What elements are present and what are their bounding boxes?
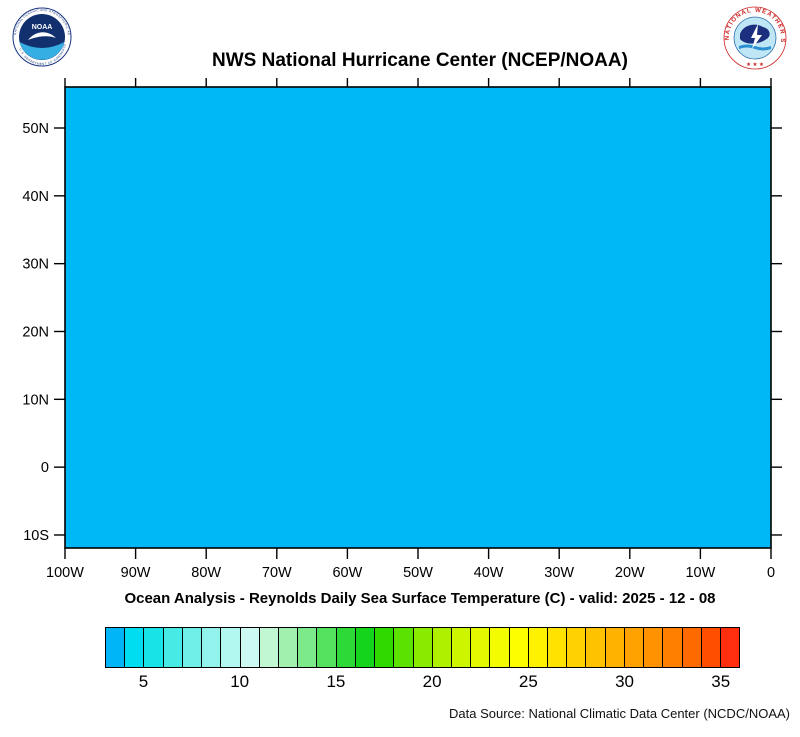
colorbar-cell [471, 628, 491, 667]
lon-label: 60W [332, 565, 362, 581]
noaa-gull-icon [28, 32, 56, 40]
colorbar-cell [221, 628, 241, 667]
colorbar-cell [202, 628, 222, 667]
lon-label: 80W [191, 565, 221, 581]
colorbar-cell [278, 628, 299, 667]
nws-stars: ★ ★ ★ [746, 61, 764, 68]
colorbar-cell [721, 628, 740, 667]
colorbar-cell [451, 628, 472, 667]
lon-label: 100W [46, 565, 84, 581]
ocean-base [65, 87, 771, 548]
colorbar-cell [355, 628, 376, 667]
colorbar-tick-20: 20 [422, 672, 442, 691]
colorbar-cell [586, 628, 606, 667]
colorbar-cell [663, 628, 683, 667]
colorbar-cell [682, 628, 702, 667]
colorbar-cell [548, 628, 568, 667]
colorbar-cell [317, 628, 337, 667]
colorbar-cell [375, 628, 395, 667]
sst-map: 6881010121214141618181820202020222222242… [22, 78, 782, 581]
colorbar-cell [644, 628, 664, 667]
colorbar-cell [528, 628, 549, 667]
colorbar-cell [163, 628, 183, 667]
colorbar-cell [413, 628, 433, 667]
colorbar-cell [490, 628, 510, 667]
colorbar-cell [394, 628, 414, 667]
colorbar-cell [298, 628, 318, 667]
map-subtitle: Ocean Analysis - Reynolds Daily Sea Surf… [124, 590, 716, 607]
colorbar-tick-10: 10 [230, 672, 250, 691]
lat-label: 50N [22, 121, 49, 137]
temperature-colorbar [105, 627, 740, 668]
lon-label: 70W [262, 565, 292, 581]
colorbar-cell [106, 628, 126, 667]
lon-label: 90W [121, 565, 151, 581]
lat-label: 0 [41, 460, 49, 476]
noaa-logo-text: NOAA [32, 24, 53, 31]
lon-label: 40W [474, 565, 504, 581]
colorbar-cell [701, 628, 721, 667]
nws-logo: NATIONAL WEATHER SERVICE ★ ★ ★ [723, 6, 787, 70]
lat-label: 10S [23, 528, 49, 544]
noaa-logo: NOAA NATIONAL OCEANIC AND ATMOSPHERIC AD… [12, 7, 72, 67]
page-title: NWS National Hurricane Center (NCEP/NOAA… [212, 50, 628, 71]
lon-label: 30W [544, 565, 574, 581]
nws-lightning-icon [751, 24, 762, 49]
colorbar-cell [259, 628, 279, 667]
lat-label: 40N [22, 189, 49, 205]
colorbar-tick-35: 35 [711, 672, 731, 691]
colorbar-cell [182, 628, 203, 667]
colorbar-tick-5: 5 [138, 672, 149, 691]
colorbar-cell [432, 628, 452, 667]
lon-label: 50W [403, 565, 433, 581]
colorbar-tick-labels: 5 10 15 20 25 30 35 [105, 672, 740, 694]
colorbar-cell [144, 628, 164, 667]
colorbar-cell [509, 628, 529, 667]
lon-label: 0 [767, 565, 775, 581]
lon-label: 20W [615, 565, 645, 581]
nws-wave-icon [739, 44, 771, 51]
colorbar-cell [125, 628, 145, 667]
lat-label: 30N [22, 257, 49, 273]
colorbar-cell [624, 628, 645, 667]
colorbar-cell [567, 628, 587, 667]
colorbar-tick-25: 25 [518, 672, 538, 691]
colorbar-tick-30: 30 [615, 672, 634, 691]
colorbar-cell [240, 628, 260, 667]
colorbar-cell [336, 628, 356, 667]
colorbar-cell [605, 628, 625, 667]
colorbar-tick-15: 15 [326, 672, 346, 691]
noaa-logo-sea [19, 42, 65, 60]
datasource-credit: Data Source: National Climatic Data Cent… [449, 706, 790, 721]
lat-label: 20N [22, 324, 49, 340]
lat-label: 10N [22, 392, 49, 408]
lon-label: 10W [685, 565, 715, 581]
